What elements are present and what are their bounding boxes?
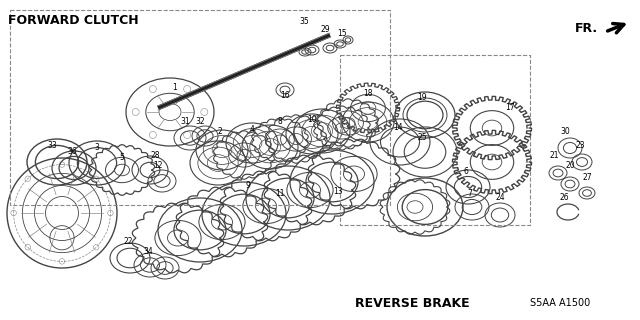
Text: 32: 32 <box>195 117 205 126</box>
Text: 4: 4 <box>250 125 255 134</box>
Text: 19: 19 <box>417 93 427 102</box>
Text: 11: 11 <box>275 188 285 197</box>
Text: 36: 36 <box>67 148 77 156</box>
Text: 35: 35 <box>299 18 309 27</box>
Text: 10: 10 <box>307 116 317 124</box>
Text: 5: 5 <box>120 154 124 163</box>
Text: 27: 27 <box>582 173 592 182</box>
Text: 20: 20 <box>565 161 575 170</box>
Text: 23: 23 <box>575 140 585 149</box>
Text: 26: 26 <box>559 194 569 203</box>
Text: 15: 15 <box>337 28 347 37</box>
Text: 17: 17 <box>505 103 515 113</box>
Text: 1: 1 <box>173 84 177 92</box>
Text: 33: 33 <box>47 140 57 149</box>
Text: 2: 2 <box>218 127 222 137</box>
Text: 13: 13 <box>333 188 343 196</box>
Text: 8: 8 <box>278 117 282 126</box>
Text: 24: 24 <box>495 194 505 203</box>
Text: 3: 3 <box>95 143 99 153</box>
Text: 9: 9 <box>246 180 250 189</box>
Text: FORWARD CLUTCH: FORWARD CLUTCH <box>8 14 139 27</box>
Text: 21: 21 <box>549 150 559 159</box>
Text: 25: 25 <box>417 133 427 142</box>
Text: REVERSE BRAKE: REVERSE BRAKE <box>355 297 470 310</box>
Text: 30: 30 <box>560 127 570 137</box>
Text: FR.: FR. <box>575 21 598 35</box>
Text: 14: 14 <box>393 124 403 132</box>
Text: 29: 29 <box>320 26 330 35</box>
Text: 7: 7 <box>468 189 472 198</box>
Text: 6: 6 <box>463 167 468 177</box>
Text: 28: 28 <box>150 150 160 159</box>
Text: 12: 12 <box>153 161 163 170</box>
Text: S5AA A1500: S5AA A1500 <box>530 298 590 308</box>
Text: 34: 34 <box>143 247 153 257</box>
Text: 31: 31 <box>180 117 190 126</box>
Text: 22: 22 <box>124 237 132 246</box>
Text: 18: 18 <box>364 89 372 98</box>
Text: 16: 16 <box>280 91 290 100</box>
